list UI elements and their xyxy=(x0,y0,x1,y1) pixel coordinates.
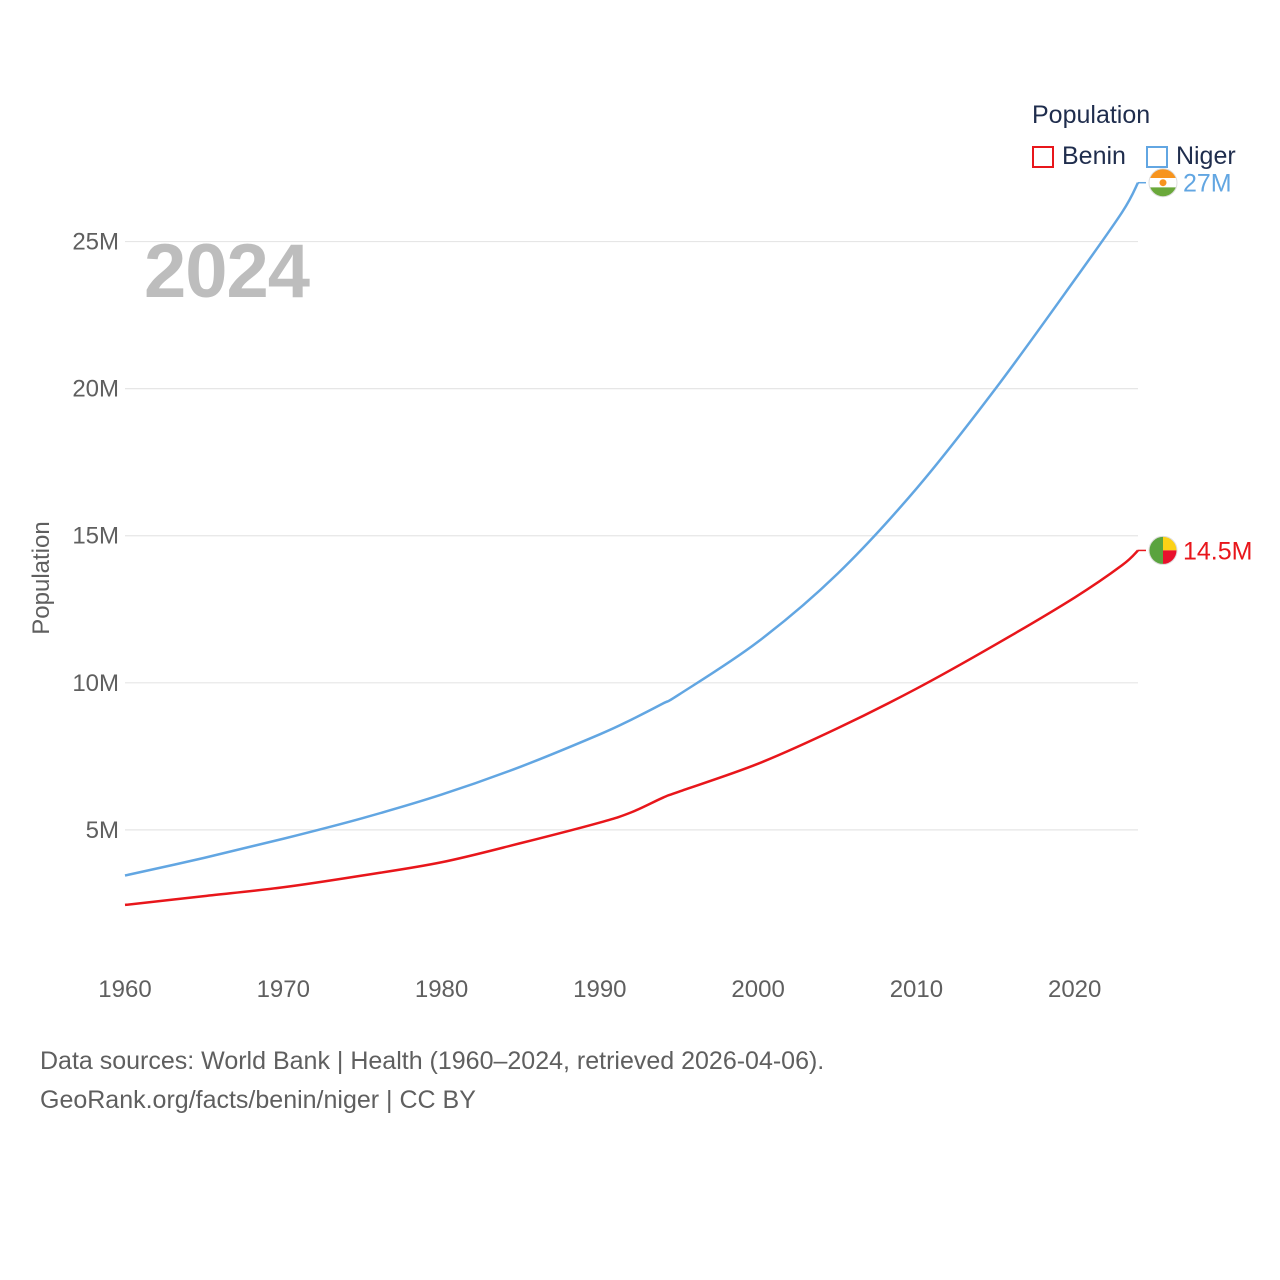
legend-item-benin[interactable]: Benin xyxy=(1032,142,1126,171)
y-axis-label: Population xyxy=(28,521,55,635)
y-axis-ticks: 5M 10M 15M 20M 25M xyxy=(72,229,119,844)
footer-link[interactable]: GeoRank.org/facts/benin/niger | CC BY xyxy=(40,1086,476,1114)
end-value-label-benin: 14.5M xyxy=(1183,537,1252,565)
x-axis-ticks: 1960 1970 1980 1990 2000 2010 2020 xyxy=(98,976,1101,1003)
x-tick-label: 2020 xyxy=(1048,976,1101,1003)
y-tick-label: 10M xyxy=(72,670,119,697)
footer-sources: Data sources: World Bank | Health (1960–… xyxy=(40,1047,825,1075)
y-tick-label: 20M xyxy=(72,376,119,403)
gridlines xyxy=(125,240,1138,831)
legend-label-benin: Benin xyxy=(1062,142,1126,170)
x-tick-label: 1980 xyxy=(415,976,468,1003)
series-line-benin xyxy=(124,549,1139,907)
benin-flag-icon xyxy=(1148,535,1178,565)
footer: Data sources: World Bank | Health (1960–… xyxy=(40,1042,824,1120)
x-tick-label: 1970 xyxy=(257,976,310,1003)
legend-swatch-benin xyxy=(1032,145,1054,168)
y-tick-label: 15M xyxy=(72,523,119,550)
end-markers: 14.5M 27M xyxy=(1138,168,1252,565)
year-label: 2024 xyxy=(144,229,310,314)
series-line-niger xyxy=(124,182,1140,877)
end-value-label-niger: 27M xyxy=(1183,170,1232,198)
series-lines xyxy=(124,182,1140,907)
legend-item-niger[interactable]: Niger xyxy=(1145,142,1236,171)
x-tick-label: 1990 xyxy=(573,976,626,1003)
legend-label-niger: Niger xyxy=(1175,142,1236,170)
x-tick-label: 2000 xyxy=(731,976,784,1003)
legend-title: Population xyxy=(1032,101,1151,129)
y-tick-label: 5M xyxy=(86,817,119,844)
x-tick-label: 2010 xyxy=(890,976,943,1003)
y-tick-label: 25M xyxy=(72,229,119,256)
x-tick-label: 1960 xyxy=(98,976,151,1003)
legend-swatch-niger xyxy=(1145,145,1168,168)
niger-flag-icon xyxy=(1148,168,1178,198)
legend: Population Benin Niger xyxy=(1032,100,1256,171)
